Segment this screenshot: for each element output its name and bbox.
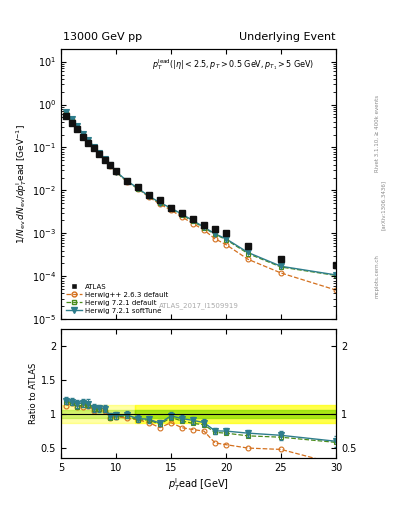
Text: $p_T^{\mathrm{lead}}(|\eta| < 2.5, p_T > 0.5$ GeV$, p_{T_1} > 5$ GeV$)$: $p_T^{\mathrm{lead}}(|\eta| < 2.5, p_T >…	[152, 57, 314, 72]
Bar	[135, 410, 336, 418]
Bar	[61, 406, 135, 423]
Text: mcplots.cern.ch: mcplots.cern.ch	[375, 254, 380, 298]
Legend: ATLAS, Herwig++ 2.6.3 default, Herwig 7.2.1 default, Herwig 7.2.1 softTune: ATLAS, Herwig++ 2.6.3 default, Herwig 7.…	[64, 282, 170, 316]
Bar	[61, 410, 135, 418]
Text: [arXiv:1306.3436]: [arXiv:1306.3436]	[381, 180, 386, 230]
Text: Rivet 3.1.10, ≥ 400k events: Rivet 3.1.10, ≥ 400k events	[375, 95, 380, 172]
Y-axis label: Ratio to ATLAS: Ratio to ATLAS	[29, 363, 38, 424]
X-axis label: $p_T^{\mathrm{l}}\mathrm{ead}$ [GeV]: $p_T^{\mathrm{l}}\mathrm{ead}$ [GeV]	[168, 476, 229, 493]
Text: ATLAS_2017_I1509919: ATLAS_2017_I1509919	[158, 302, 239, 309]
Text: Underlying Event: Underlying Event	[239, 32, 336, 42]
Bar	[135, 406, 336, 423]
Y-axis label: $1/N_{\mathrm{ev}}\, dN_{\mathrm{ev}}/dp_T^{\mathrm{l}}\mathrm{ead}$ [GeV$^{-1}$: $1/N_{\mathrm{ev}}\, dN_{\mathrm{ev}}/dp…	[14, 124, 29, 244]
Text: 13000 GeV pp: 13000 GeV pp	[63, 32, 142, 42]
